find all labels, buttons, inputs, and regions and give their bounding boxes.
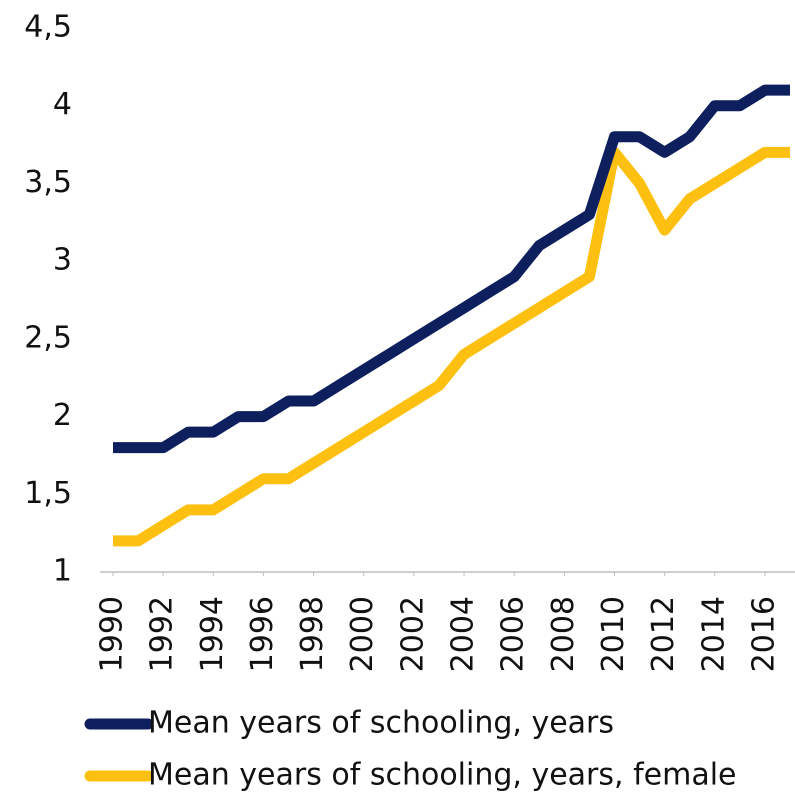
y-tick-label: 4 xyxy=(53,87,72,122)
y-tick-label: 3 xyxy=(53,243,72,278)
x-tick-label: 2012 xyxy=(646,596,681,672)
x-tick-label: 2010 xyxy=(596,596,631,672)
x-tick-label: 1992 xyxy=(145,596,180,672)
x-tick-label: 1996 xyxy=(245,596,280,672)
y-tick-label: 3,5 xyxy=(24,165,72,200)
x-tick-label: 2008 xyxy=(546,596,581,672)
x-tick-label: 2002 xyxy=(395,596,430,672)
y-tick-label: 1 xyxy=(53,554,72,589)
y-tick-label: 2,5 xyxy=(24,320,72,355)
x-tick-label: 1998 xyxy=(295,596,330,672)
x-tick-label: 1990 xyxy=(95,596,130,672)
data-line xyxy=(113,146,790,547)
data-line xyxy=(113,84,790,454)
x-tick-label: 2014 xyxy=(696,596,731,672)
legend-label: Mean years of schooling, years, female xyxy=(148,758,737,793)
x-tick-label: 2000 xyxy=(345,596,380,672)
y-tick-label: 1,5 xyxy=(24,476,72,511)
x-tick-label: 2016 xyxy=(746,596,781,672)
x-tick-label: 2004 xyxy=(446,596,481,672)
y-tick-label: 2 xyxy=(53,398,72,433)
x-tick-label: 1994 xyxy=(195,596,230,672)
legend-label: Mean years of schooling, years xyxy=(148,706,614,741)
y-tick-label: 4,5 xyxy=(24,10,72,45)
x-tick-label: 2006 xyxy=(496,596,531,672)
